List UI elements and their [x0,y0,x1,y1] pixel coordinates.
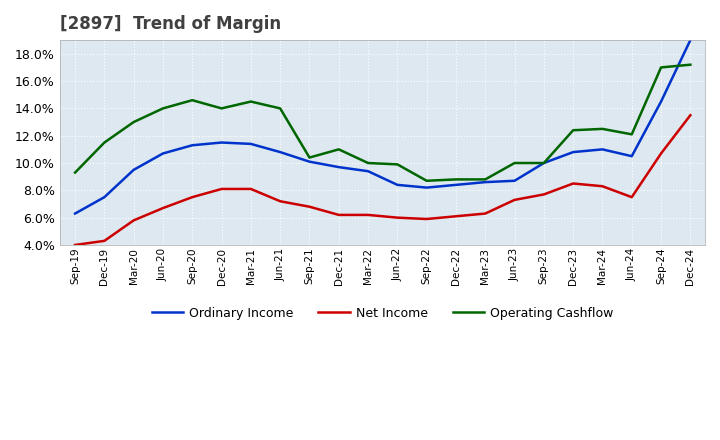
Operating Cashflow [598,126,607,132]
Ordinary Income [305,159,314,164]
Line: Operating Cashflow: Operating Cashflow [75,65,690,181]
Net Income [627,194,636,200]
Text: [2897]  Trend of Margin: [2897] Trend of Margin [60,15,282,33]
Operating Cashflow [335,147,343,152]
Ordinary Income [246,141,255,147]
Operating Cashflow [305,155,314,160]
Net Income [158,205,167,211]
Operating Cashflow [130,119,138,125]
Ordinary Income [481,180,490,185]
Operating Cashflow [423,178,431,183]
Operating Cashflow [246,99,255,104]
Net Income [598,183,607,189]
Ordinary Income [188,143,197,148]
Net Income [539,192,548,197]
Ordinary Income [657,99,665,104]
Ordinary Income [71,211,79,216]
Legend: Ordinary Income, Net Income, Operating Cashflow: Ordinary Income, Net Income, Operating C… [147,302,619,325]
Ordinary Income [451,182,460,187]
Ordinary Income [130,167,138,172]
Ordinary Income [423,185,431,190]
Net Income [188,194,197,200]
Net Income [276,198,284,204]
Operating Cashflow [364,160,372,165]
Ordinary Income [686,37,695,43]
Net Income [335,212,343,217]
Ordinary Income [158,151,167,156]
Operating Cashflow [188,98,197,103]
Net Income [569,181,577,186]
Ordinary Income [393,182,402,187]
Operating Cashflow [510,160,519,165]
Operating Cashflow [481,177,490,182]
Operating Cashflow [686,62,695,67]
Operating Cashflow [539,160,548,165]
Operating Cashflow [158,106,167,111]
Net Income [451,214,460,219]
Operating Cashflow [627,132,636,137]
Net Income [686,113,695,118]
Ordinary Income [598,147,607,152]
Operating Cashflow [217,106,226,111]
Ordinary Income [100,194,109,200]
Net Income [510,197,519,202]
Line: Ordinary Income: Ordinary Income [75,40,690,213]
Net Income [481,211,490,216]
Net Income [423,216,431,222]
Net Income [71,242,79,248]
Operating Cashflow [393,162,402,167]
Ordinary Income [569,150,577,155]
Net Income [393,215,402,220]
Net Income [364,212,372,217]
Operating Cashflow [100,140,109,145]
Ordinary Income [627,154,636,159]
Operating Cashflow [569,128,577,133]
Line: Net Income: Net Income [75,115,690,245]
Ordinary Income [539,160,548,165]
Net Income [657,151,665,156]
Net Income [246,186,255,191]
Operating Cashflow [276,106,284,111]
Ordinary Income [217,140,226,145]
Ordinary Income [335,165,343,170]
Ordinary Income [510,178,519,183]
Net Income [130,218,138,223]
Operating Cashflow [71,170,79,175]
Ordinary Income [276,150,284,155]
Net Income [100,238,109,243]
Operating Cashflow [657,65,665,70]
Net Income [217,186,226,191]
Operating Cashflow [451,177,460,182]
Net Income [305,204,314,209]
Ordinary Income [364,169,372,174]
